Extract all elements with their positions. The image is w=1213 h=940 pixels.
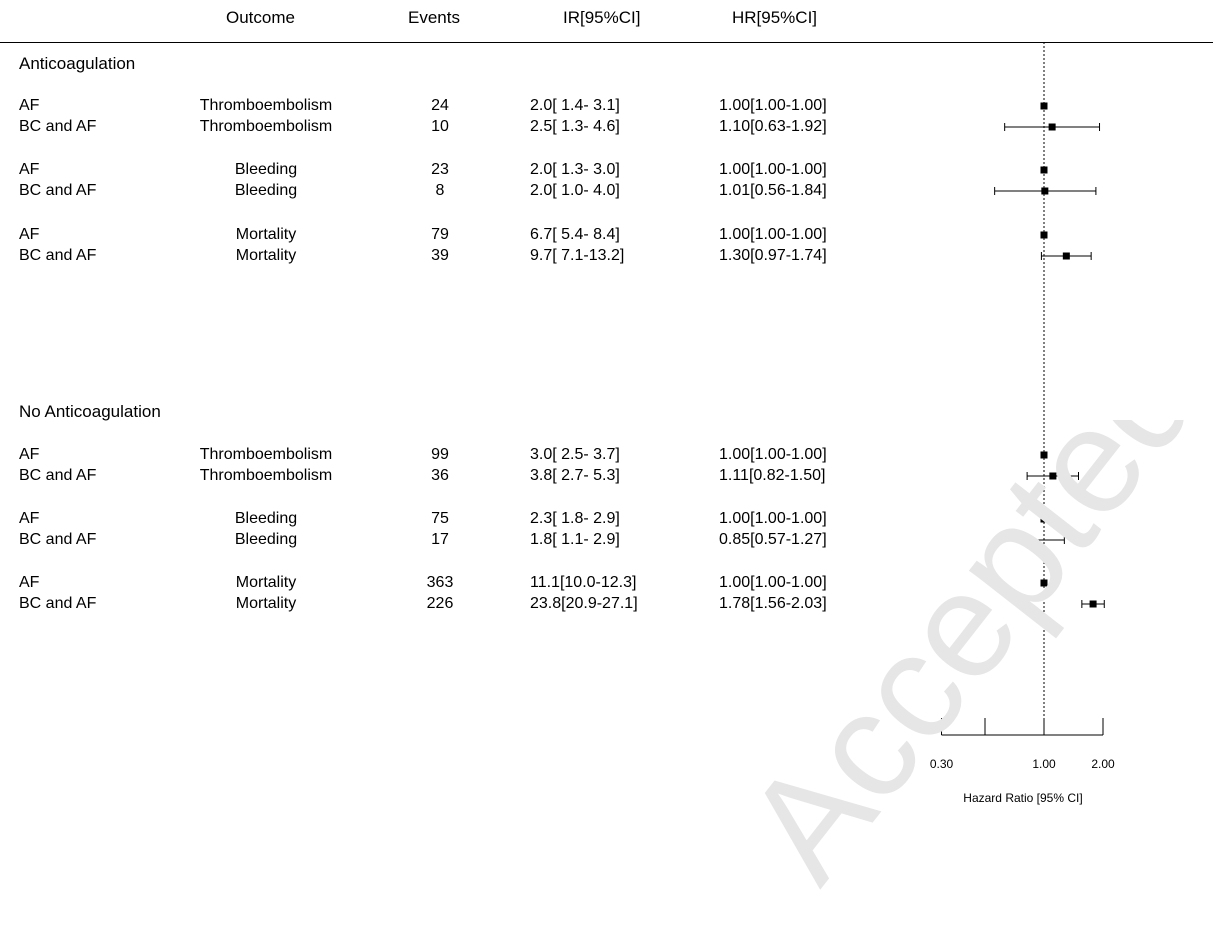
row-hr: 0.85[0.57-1.27] — [719, 531, 827, 548]
row-ir: 11.1[10.0-12.3] — [530, 574, 637, 591]
row-group-label: AF — [19, 446, 40, 463]
row-outcome: Bleeding — [234, 531, 298, 548]
row-outcome: Thromboembolism — [199, 446, 333, 463]
row-ir: 23.8[20.9-27.1] — [530, 595, 638, 612]
row-ir: 9.7[ 7.1-13.2] — [530, 247, 625, 264]
point-estimate — [1049, 472, 1057, 480]
row-hr: 1.01[0.56-1.84] — [719, 182, 827, 199]
group-heading-anticoagulation: Anticoagulation — [19, 54, 136, 73]
header-hr: HR[95%CI] — [732, 8, 818, 27]
row-events: 17 — [431, 531, 449, 548]
x-tick-label: 1.00 — [1032, 757, 1056, 771]
row-hr: 1.00[1.00-1.00] — [719, 161, 827, 178]
row-outcome: Mortality — [235, 247, 297, 264]
row-events: 75 — [431, 510, 449, 527]
row-group-label: AF — [19, 510, 40, 527]
row-group-label: AF — [19, 97, 40, 114]
row-ir: 3.8[ 2.7- 5.3] — [530, 467, 620, 484]
row-outcome: Thromboembolism — [199, 97, 333, 114]
x-axis-title: Hazard Ratio [95% CI] — [963, 791, 1082, 805]
row-events: 8 — [435, 182, 445, 199]
row-hr: 1.00[1.00-1.00] — [719, 510, 827, 527]
row-hr: 1.78[1.56-2.03] — [719, 595, 827, 612]
row-hr: 1.00[1.00-1.00] — [719, 97, 827, 114]
row-events: 99 — [431, 446, 449, 463]
point-estimate — [1040, 231, 1048, 239]
row-ir: 6.7[ 5.4- 8.4] — [530, 226, 620, 243]
row-ir: 2.5[ 1.3- 4.6] — [530, 118, 620, 135]
row-ir: 2.0[ 1.4- 3.1] — [530, 97, 620, 114]
row-group-label: BC and AF — [19, 182, 97, 199]
row-outcome: Bleeding — [234, 510, 298, 527]
row-ir: 2.0[ 1.0- 4.0] — [530, 182, 620, 199]
row-group-label: BC and AF — [19, 118, 97, 135]
row-events: 363 — [426, 574, 454, 591]
row-group-label: AF — [19, 226, 40, 243]
row-hr: 1.11[0.82-1.50] — [719, 467, 826, 484]
point-estimate — [1062, 252, 1070, 260]
row-hr: 1.00[1.00-1.00] — [719, 226, 827, 243]
point-estimate — [1041, 187, 1049, 195]
x-tick-label: 0.30 — [930, 757, 954, 771]
row-outcome: Mortality — [235, 226, 297, 243]
row-outcome: Thromboembolism — [199, 118, 333, 135]
row-group-label: BC and AF — [19, 595, 97, 612]
point-estimate — [1040, 451, 1048, 459]
row-group-label: BC and AF — [19, 531, 97, 548]
header-outcome: Outcome — [226, 8, 295, 27]
point-estimate — [1040, 579, 1048, 587]
row-events: 36 — [431, 467, 449, 484]
row-group-label: BC and AF — [19, 247, 97, 264]
row-events: 24 — [431, 97, 449, 114]
row-events: 39 — [431, 247, 449, 264]
header-ir: IR[95%CI] — [563, 8, 641, 27]
forest-plot: 0.30 1.00 2.00 Hazard Ratio [95% CI] — [930, 42, 1115, 805]
row-ir: 3.0[ 2.5- 3.7] — [530, 446, 620, 463]
row-events: 79 — [431, 226, 449, 243]
row-outcome: Thromboembolism — [199, 467, 333, 484]
point-estimate — [1040, 515, 1048, 523]
row-outcome: Mortality — [235, 574, 297, 591]
point-estimate — [1040, 102, 1048, 110]
row-outcome: Bleeding — [234, 161, 298, 178]
row-events: 23 — [431, 161, 449, 178]
row-events: 226 — [426, 595, 454, 612]
row-hr: 1.00[1.00-1.00] — [719, 446, 827, 463]
header-events: Events — [408, 8, 460, 27]
row-group-label: AF — [19, 161, 40, 178]
row-ir: 1.8[ 1.1- 2.9] — [530, 531, 620, 548]
row-ir: 2.3[ 1.8- 2.9] — [530, 510, 620, 527]
row-outcome: Mortality — [235, 595, 297, 612]
header-divider — [0, 42, 1213, 43]
row-outcome: Bleeding — [234, 182, 298, 199]
point-estimate — [1040, 166, 1048, 174]
group-heading-no-anticoagulation: No Anticoagulation — [19, 402, 161, 421]
row-hr: 1.30[0.97-1.74] — [719, 247, 827, 264]
row-hr: 1.10[0.63-1.92] — [719, 118, 827, 135]
x-tick-label: 2.00 — [1091, 757, 1115, 771]
point-estimate — [1048, 123, 1056, 131]
point-estimate — [1089, 600, 1097, 608]
point-estimate — [1026, 536, 1034, 544]
row-ir: 2.0[ 1.3- 3.0] — [530, 161, 620, 178]
row-hr: 1.00[1.00-1.00] — [719, 574, 827, 591]
row-group-label: BC and AF — [19, 467, 97, 484]
row-group-label: AF — [19, 574, 40, 591]
row-events: 10 — [431, 118, 449, 135]
